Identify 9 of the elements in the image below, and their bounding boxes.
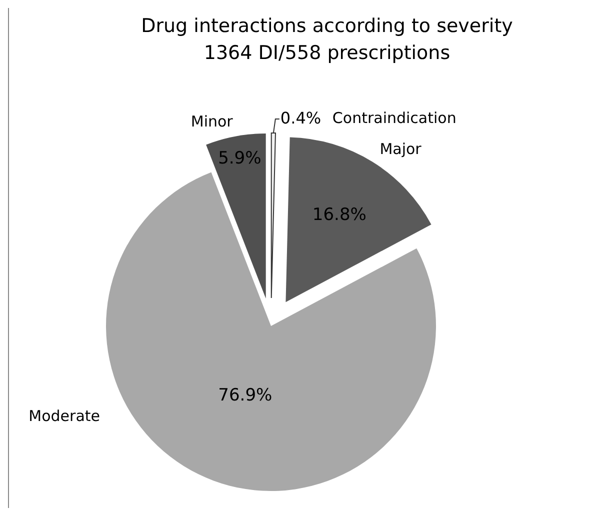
slice-label: Major [380,140,422,158]
chart-title: Drug interactions according to severity 1364 DI/558 prescriptions [141,15,513,64]
data-label: 16.8% [312,204,366,225]
slice-label: Contraindication [332,109,456,128]
data-label: 76.9% [218,385,272,406]
slice-label: Minor [190,112,234,131]
data-label: 5.9% [218,148,262,169]
slice-label: Moderate [28,406,100,425]
data-label: 0.4% [280,108,322,128]
